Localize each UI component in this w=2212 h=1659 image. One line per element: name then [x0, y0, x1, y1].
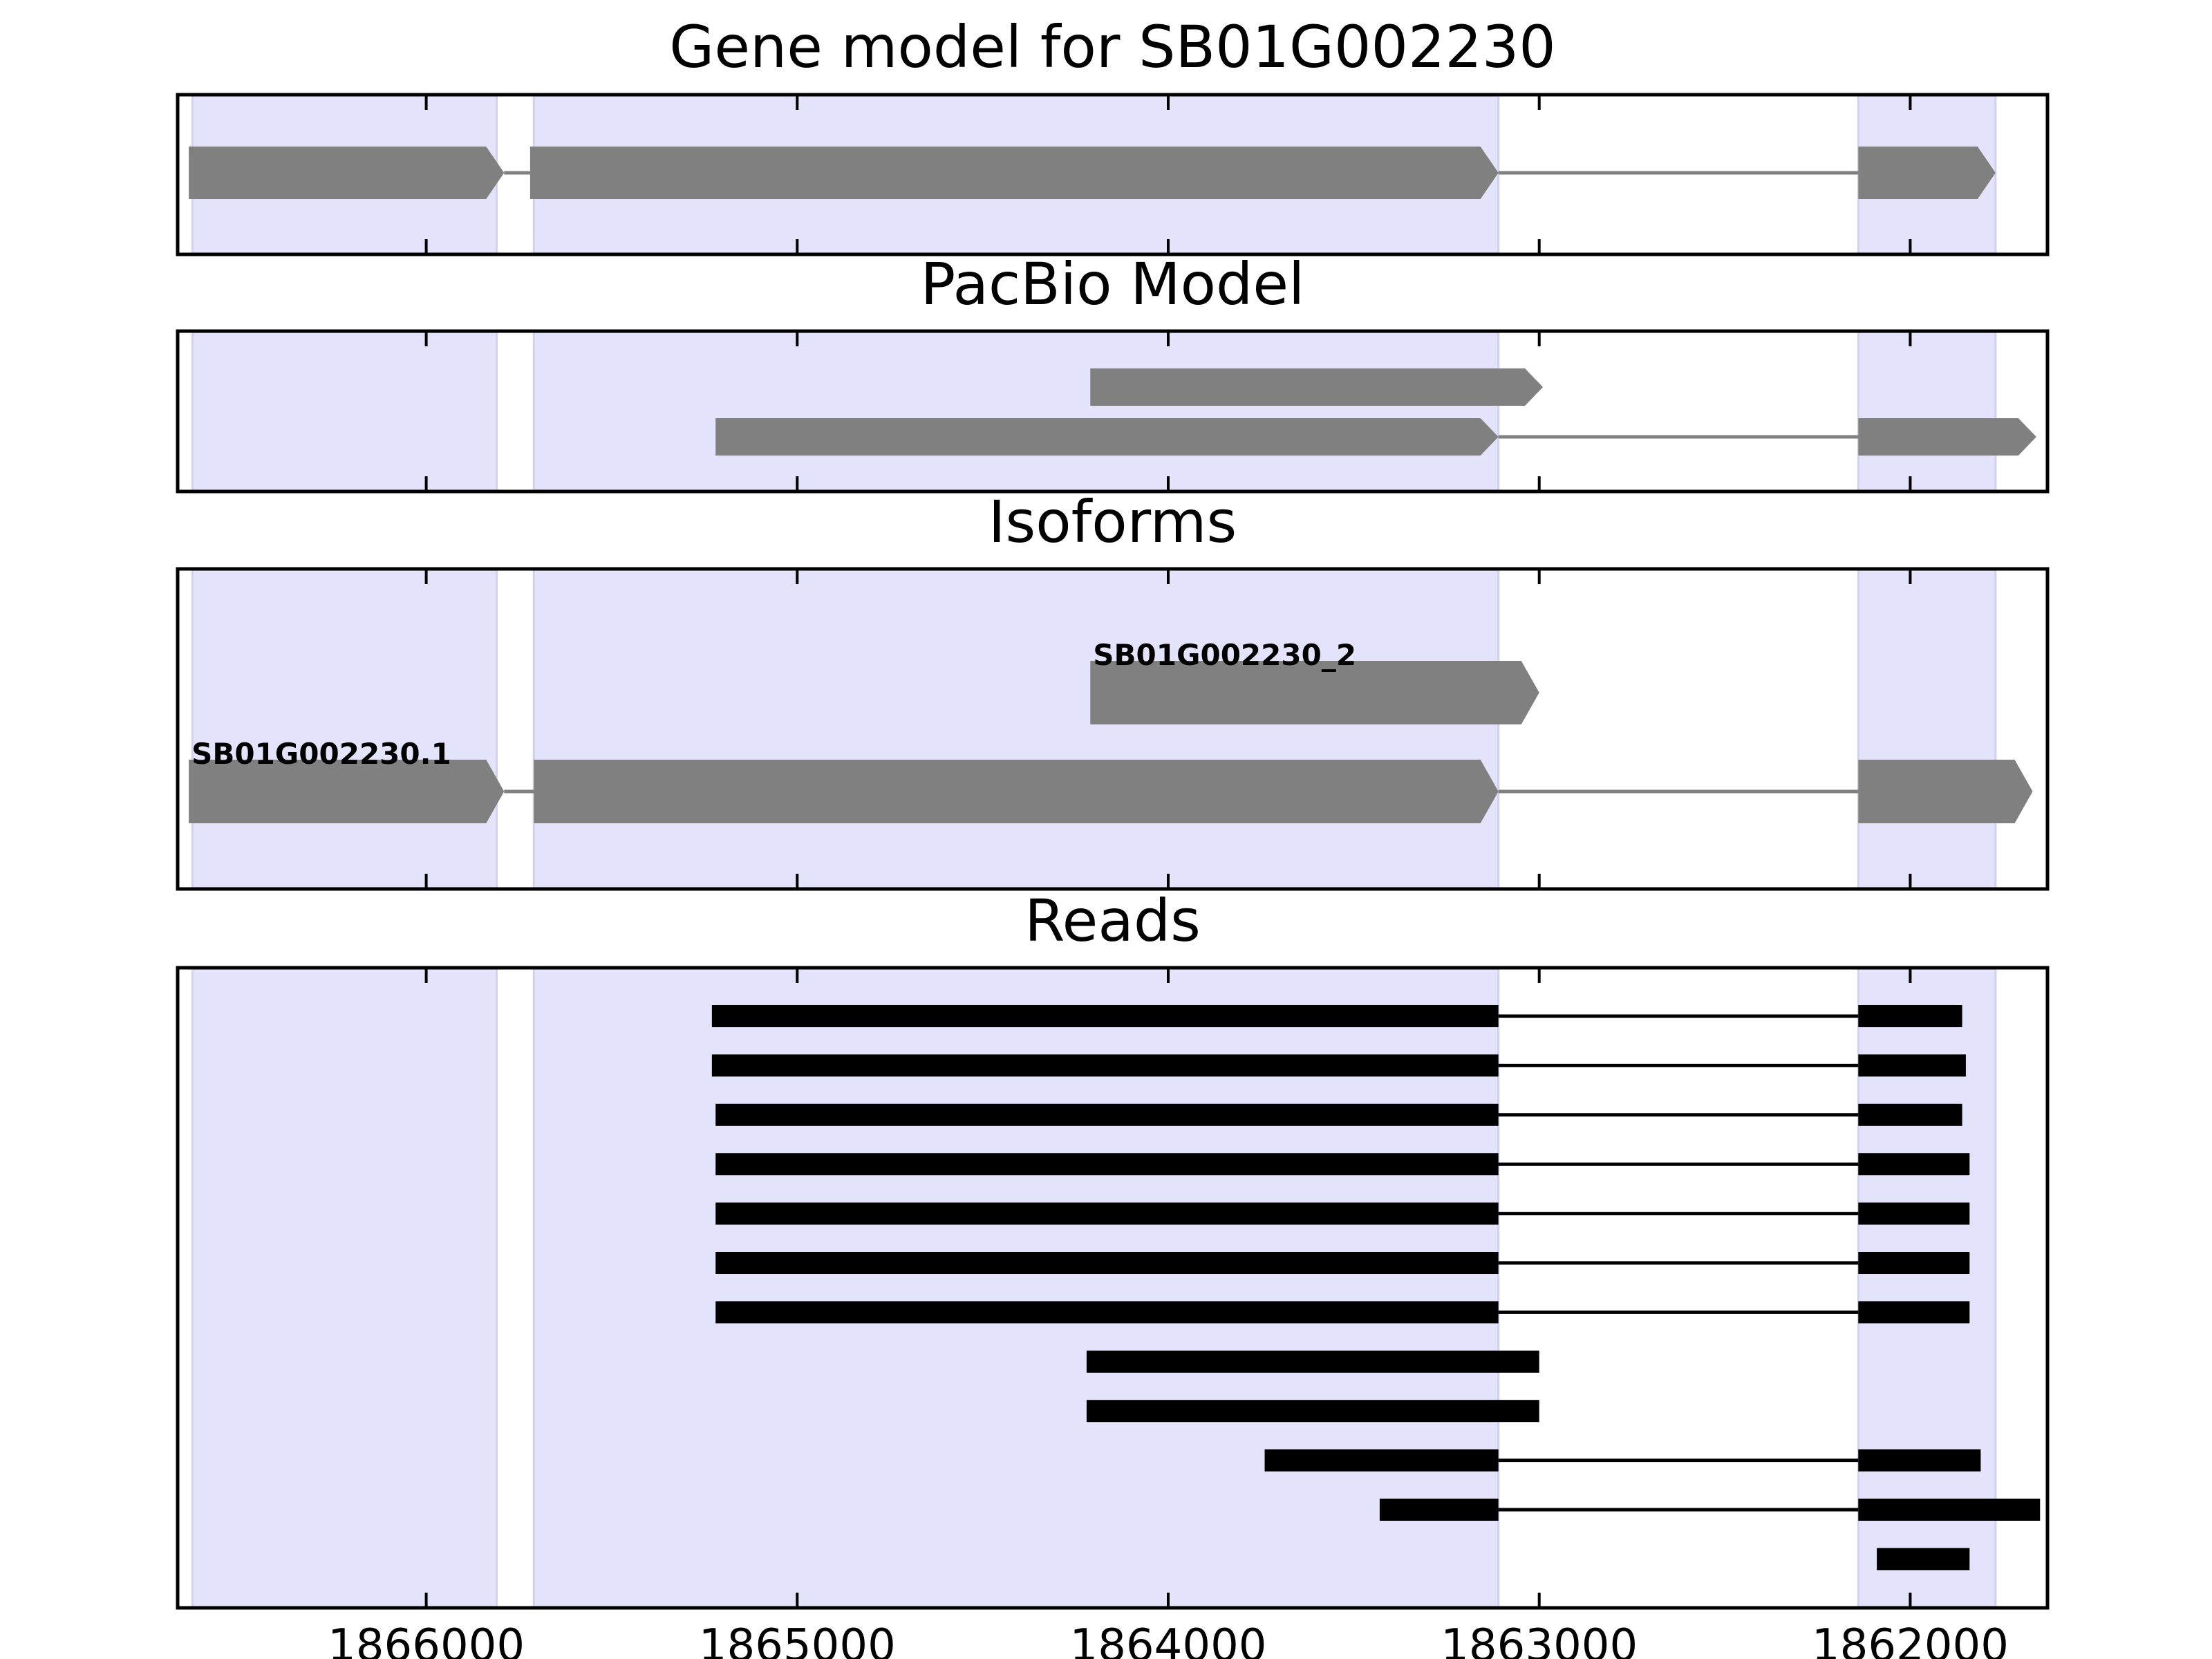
panel-frame: [176, 567, 2050, 891]
exon-2: [529, 147, 1499, 199]
read-block: [1858, 1301, 1970, 1324]
panel-frame: [176, 966, 2050, 1610]
read-block: [715, 1301, 1499, 1324]
read-block: [1858, 1449, 1981, 1472]
read-block: [715, 1103, 1499, 1126]
exon-shade-region-1: [191, 966, 498, 1609]
exon-shade-region-3: [1857, 568, 1997, 890]
panel-title: Isoforms: [988, 488, 1237, 556]
exon-shade-region-2: [532, 330, 1500, 493]
exon-1: [715, 418, 1499, 456]
read-block: [1379, 1499, 1499, 1521]
read-block: [715, 1202, 1499, 1225]
exon-1: [189, 147, 505, 199]
read-block: [711, 1005, 1499, 1027]
read-block: [1858, 1202, 1970, 1225]
panel-frame: [176, 329, 2050, 494]
exon-1: [189, 760, 505, 823]
read-block: [1858, 1252, 1970, 1274]
read-block: [1264, 1449, 1499, 1472]
panel-title: PacBio Model: [921, 250, 1305, 318]
panel-frame: [176, 93, 2050, 256]
read-block: [1858, 1499, 2041, 1521]
isoform-label: SB01G002230_2: [1093, 638, 1356, 672]
exon-shade-region-1: [191, 568, 498, 890]
exon-shade-region-3: [1857, 330, 1997, 493]
exon-2: [534, 760, 1499, 823]
exon-1: [1090, 661, 1539, 724]
panel-title: Reads: [1024, 887, 1201, 955]
exon-2: [1858, 418, 2036, 456]
exon-shade-region-2: [532, 568, 1500, 890]
read-block: [711, 1054, 1499, 1077]
read-block: [1877, 1548, 1970, 1571]
x-tick-label: 1866000: [328, 1620, 525, 1659]
read-block: [1858, 1153, 1970, 1176]
read-block: [1086, 1350, 1539, 1373]
isoform-label: SB01G002230.1: [191, 737, 451, 771]
x-tick-label: 1865000: [699, 1620, 896, 1659]
read-block: [1858, 1103, 1962, 1126]
exon-1: [1090, 368, 1544, 406]
read-block: [1858, 1054, 1966, 1077]
x-tick-label: 1862000: [1812, 1620, 2009, 1659]
read-block: [1086, 1400, 1539, 1423]
read-block: [715, 1252, 1499, 1274]
exon-3: [1858, 760, 2033, 823]
x-tick-label: 1864000: [1069, 1620, 1266, 1659]
read-block: [1858, 1005, 1962, 1027]
exon-shade-region-1: [191, 330, 498, 493]
exon-3: [1858, 147, 1996, 199]
read-block: [715, 1153, 1499, 1176]
panel-title: Gene model for SB01G002230: [669, 13, 1555, 81]
x-tick-label: 1863000: [1441, 1620, 1638, 1659]
